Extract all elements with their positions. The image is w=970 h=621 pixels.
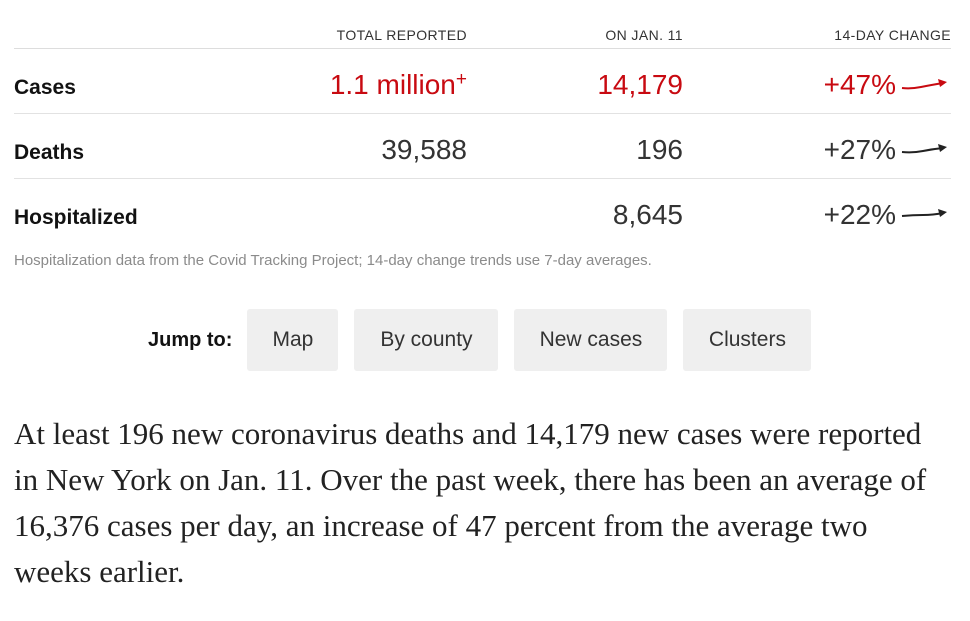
jump-label: Jump to: — [148, 328, 233, 351]
jump-clusters-button[interactable]: Clusters — [683, 309, 812, 371]
table-row-deaths: Deaths 39,588 196 +27% — [14, 114, 951, 179]
row-label: Cases — [14, 76, 76, 99]
trend-arrow-icon — [901, 209, 947, 217]
row-label: Hospitalized — [14, 206, 138, 229]
jump-nav: Jump to: Map By county New cases Cluster… — [148, 309, 827, 371]
jump-map-button[interactable]: Map — [247, 309, 339, 371]
stats-table: TOTAL REPORTED ON JAN. 11 14-DAY CHANGE … — [14, 20, 951, 243]
header-14-day-change: 14-DAY CHANGE — [834, 27, 951, 43]
change-value: +22% — [823, 199, 896, 230]
table-row-hospitalized: Hospitalized 8,645 +22% — [14, 179, 951, 243]
change-value: +47% — [823, 69, 896, 100]
trend-arrow-icon — [901, 79, 947, 90]
on-date-value: 14,179 — [597, 69, 683, 100]
total-value: 39,588 — [381, 134, 467, 165]
jump-new-cases-button[interactable]: New cases — [514, 309, 668, 371]
jump-by-county-button[interactable]: By county — [354, 309, 499, 371]
on-date-value: 196 — [636, 134, 683, 165]
total-value: 1.1 million+ — [330, 69, 467, 101]
total-plus: + — [455, 69, 467, 90]
table-row-cases: Cases 1.1 million+ 14,179 +47% — [14, 49, 951, 114]
header-total-reported: TOTAL REPORTED — [336, 27, 467, 43]
table-header: TOTAL REPORTED ON JAN. 11 14-DAY CHANGE — [14, 20, 951, 49]
on-date-value: 8,645 — [612, 199, 683, 230]
summary-paragraph: At least 196 new coronavirus deaths and … — [14, 416, 927, 589]
total-number: 1.1 million — [329, 69, 456, 100]
table-footnote: Hospitalization data from the Covid Trac… — [14, 252, 652, 269]
change-value: +27% — [823, 134, 896, 165]
header-on-date: ON JAN. 11 — [605, 27, 683, 43]
trend-arrow-icon — [901, 144, 947, 154]
row-label: Deaths — [14, 141, 85, 164]
